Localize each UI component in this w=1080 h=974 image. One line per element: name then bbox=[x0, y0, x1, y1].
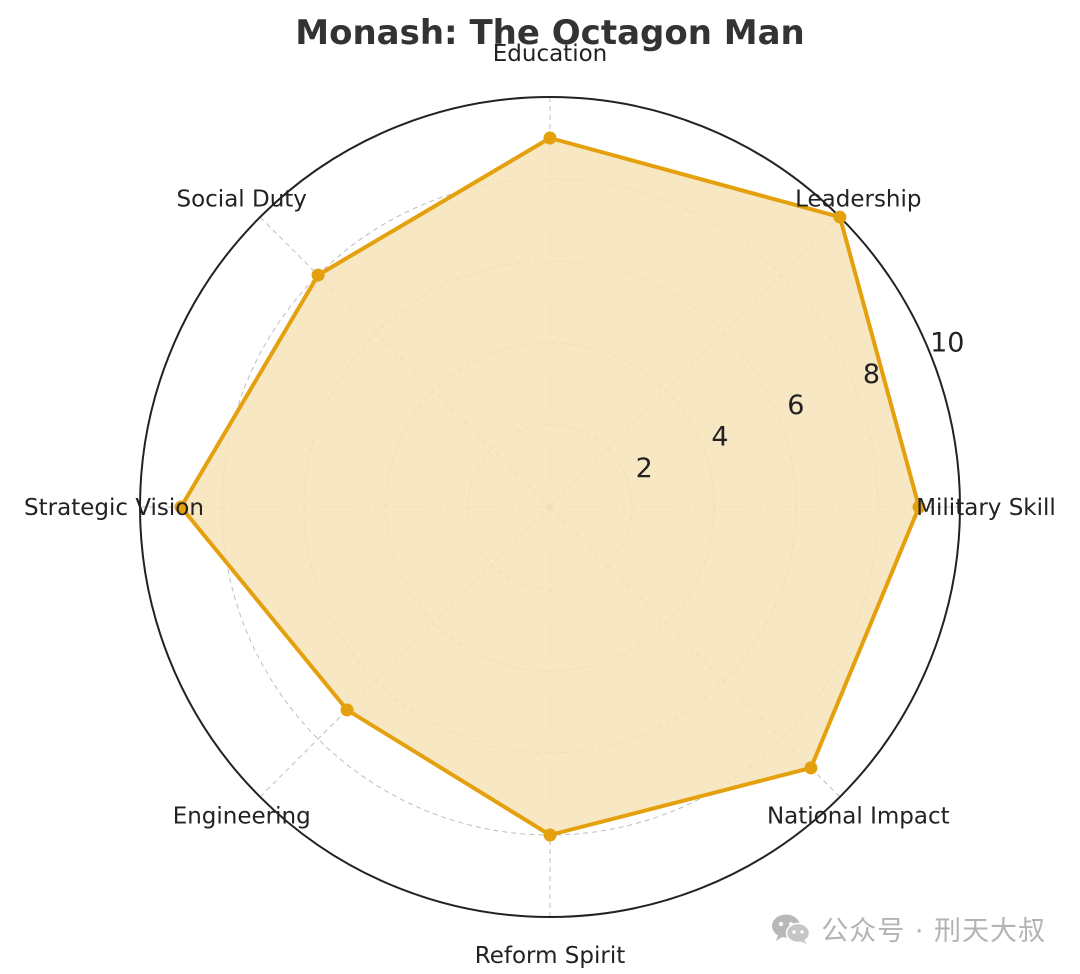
r-tick-label: 8 bbox=[863, 359, 880, 390]
outer-frame bbox=[139, 96, 961, 918]
r-tick-label: 2 bbox=[636, 453, 653, 484]
data-point bbox=[912, 500, 926, 514]
r-tick-label: 4 bbox=[711, 422, 728, 453]
watermark-text: 公众号 · 刑天大叔 bbox=[821, 916, 1046, 947]
chart-title: Monash: The Octagon Man bbox=[295, 13, 805, 53]
axis-label: Education bbox=[493, 41, 608, 67]
axis-label: Military Skill bbox=[916, 495, 1056, 521]
radar-series bbox=[174, 131, 926, 842]
axis-label: Leadership bbox=[795, 187, 921, 213]
axis-label: Reform Spirit bbox=[475, 943, 626, 969]
axis-label: Strategic Vision bbox=[24, 495, 204, 521]
data-point bbox=[804, 761, 818, 775]
r-tick-label: 10 bbox=[930, 327, 964, 358]
axis-label: National Impact bbox=[767, 803, 950, 829]
axis-labels: Military Skill Leadership Education Social … bbox=[24, 41, 1056, 969]
data-point bbox=[311, 268, 325, 282]
watermark: 公众号 · 刑天大叔 bbox=[771, 909, 1046, 948]
data-point bbox=[833, 210, 847, 224]
r-tick-label: 6 bbox=[787, 390, 804, 421]
wechat-icon bbox=[772, 914, 811, 944]
data-point bbox=[543, 131, 557, 145]
data-point bbox=[543, 828, 557, 842]
radial-tick-labels: 2 4 6 8 10 bbox=[636, 327, 965, 484]
axis-label: Social Duty bbox=[176, 187, 306, 213]
data-point bbox=[174, 500, 188, 514]
axis-label: Engineering bbox=[173, 803, 311, 829]
data-point bbox=[340, 703, 354, 717]
series-area bbox=[181, 138, 919, 835]
